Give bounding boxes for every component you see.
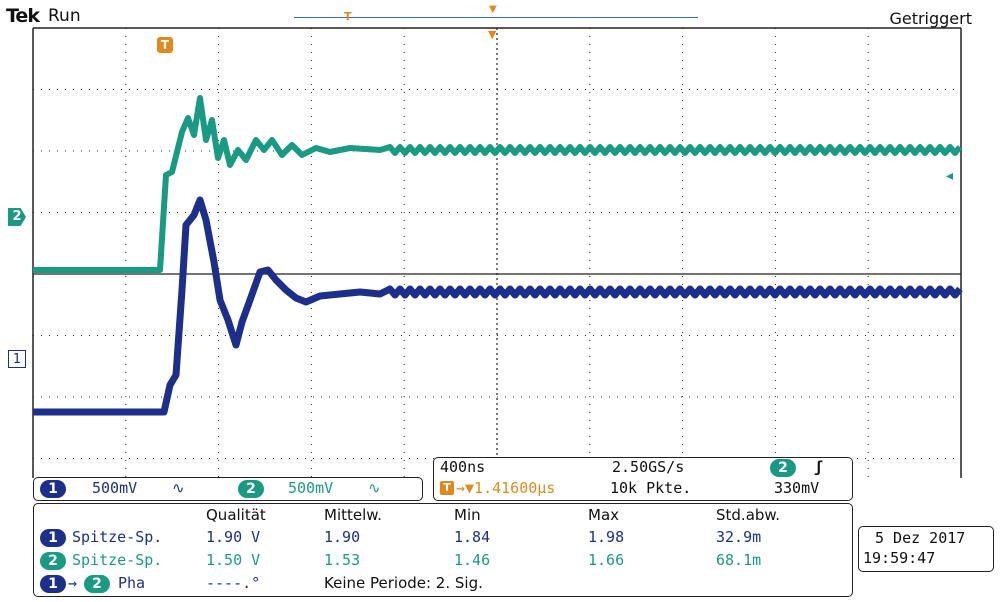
- ch1-waveform: [33, 196, 963, 416]
- ch2-scale[interactable]: 500mV: [288, 479, 334, 497]
- phase-arrow-icon: →: [68, 574, 78, 592]
- status-bar: Tek Run T ▼ Getriggert: [0, 0, 1000, 28]
- row2-value: 1.50 V: [206, 551, 261, 569]
- trigger-level[interactable]: 330mV: [774, 479, 820, 497]
- record-view-bar: [294, 17, 698, 18]
- col-header-max: Max: [588, 506, 620, 524]
- trigger-position-marker[interactable]: T: [157, 37, 173, 53]
- time: 19:59:47: [863, 549, 936, 567]
- timebase[interactable]: 400ns: [440, 458, 486, 476]
- ch2-waveform: [33, 95, 963, 273]
- ch1-scale[interactable]: 500mV: [92, 479, 138, 497]
- row1-std: 32.9m: [716, 528, 762, 546]
- trigger-delay-icon: T: [440, 481, 454, 495]
- waveform-display: [32, 27, 963, 478]
- row1-min: 1.84: [454, 528, 491, 546]
- ch1-coupling-icon: ∿: [172, 479, 185, 497]
- row2-std: 68.1m: [716, 551, 762, 569]
- col-header-min: Min: [454, 506, 481, 524]
- col-header-mean: Mittelw.: [324, 506, 382, 524]
- datetime-box: 5 Dez 2017 19:59:47: [858, 526, 994, 572]
- row1-name: Spitze-Sp.: [72, 528, 163, 546]
- ch2-coupling-icon: ∿: [368, 479, 381, 497]
- trigger-level-icon[interactable]: ◂: [946, 168, 954, 184]
- date: 5 Dez 2017: [875, 529, 966, 547]
- row1-value: 1.90 V: [206, 528, 261, 546]
- trigger-center-icon: ▼: [488, 28, 497, 41]
- graticule-grid: [32, 27, 962, 478]
- trigger-delay[interactable]: →▼1.41600µs: [456, 479, 556, 497]
- ch2-badge[interactable]: 2: [238, 480, 264, 498]
- channel-scale-box: 1 500mV ∿ 2 500mV ∿: [33, 477, 423, 501]
- row2-name: Spitze-Sp.: [72, 551, 163, 569]
- trigger-slope-icon: ʃ: [814, 458, 824, 476]
- col-header-std: Std.abw.: [716, 506, 781, 524]
- record-length: 10k Pkte.: [610, 479, 692, 497]
- run-state[interactable]: Run: [48, 6, 81, 26]
- measurement-panel: Qualität Mittelw. Min Max Std.abw. 1 Spi…: [33, 503, 853, 597]
- record-trigger-marker: T: [344, 10, 352, 23]
- row2-source-badge: 2: [40, 552, 66, 570]
- phase-value: ----.°: [206, 574, 261, 592]
- phase-name: Pha: [118, 574, 146, 592]
- sample-rate: 2.50GS/s: [612, 458, 685, 476]
- trigger-state: Getriggert: [889, 9, 972, 28]
- record-center-marker-icon: ▼: [489, 4, 497, 15]
- col-header-quality: Qualität: [206, 506, 266, 524]
- row1-mean: 1.90: [324, 528, 361, 546]
- phase-note: Keine Periode: 2. Sig.: [324, 574, 483, 592]
- trigger-source-badge[interactable]: 2: [770, 459, 796, 477]
- brand-logo: Tek: [6, 5, 40, 27]
- ch1-ground-marker[interactable]: 1: [8, 350, 26, 368]
- horizontal-trigger-box: 400ns 2.50GS/s 2 ʃ T →▼1.41600µs 10k Pkt…: [433, 457, 853, 501]
- ch1-badge[interactable]: 1: [40, 480, 66, 498]
- ch2-ground-marker[interactable]: 2: [8, 208, 26, 226]
- row2-min: 1.46: [454, 551, 491, 569]
- row2-mean: 1.53: [324, 551, 361, 569]
- row1-max: 1.98: [588, 528, 625, 546]
- row1-source-badge: 1: [40, 529, 66, 547]
- phase-to-badge: 2: [84, 575, 110, 593]
- row2-max: 1.66: [588, 551, 625, 569]
- phase-from-badge: 1: [40, 575, 66, 593]
